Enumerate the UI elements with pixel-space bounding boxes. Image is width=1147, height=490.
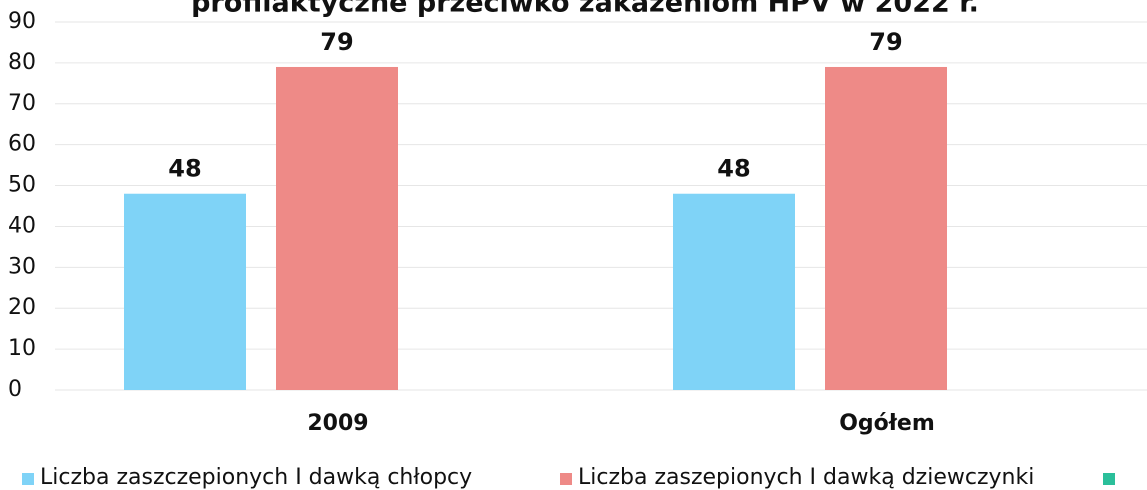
data-label: 79 [869, 28, 902, 56]
y-tick-label: 60 [8, 132, 36, 157]
bar [673, 193, 795, 390]
bar [276, 66, 398, 390]
bar [825, 66, 947, 390]
chart-title: profilaktyczne przeciwko zakażeniom HPV … [191, 0, 979, 19]
legend-swatch [1103, 473, 1115, 485]
data-label: 79 [320, 28, 353, 56]
y-tick-label: 0 [8, 377, 22, 402]
data-label: 48 [717, 155, 750, 183]
y-tick-label: 50 [8, 173, 36, 198]
y-tick-label: 80 [8, 50, 36, 75]
y-tick-label: 10 [8, 336, 36, 361]
x-tick-label: 2009 [307, 411, 368, 436]
y-tick-label: 40 [8, 213, 36, 238]
legend-swatch [560, 473, 572, 485]
legend-swatch [22, 473, 34, 485]
y-tick-label: 70 [8, 91, 36, 116]
y-tick-label: 90 [8, 9, 36, 34]
x-tick-label: Ogółem [839, 411, 935, 436]
legend-label: Liczba zaszczepionych I dawką chłopcy [40, 465, 472, 490]
legend-label: Liczba zaszepionych I dawką dziewczynki [578, 465, 1034, 490]
data-label: 48 [168, 155, 201, 183]
y-tick-label: 20 [8, 295, 36, 320]
bar [124, 193, 246, 390]
y-tick-label: 30 [8, 254, 36, 279]
